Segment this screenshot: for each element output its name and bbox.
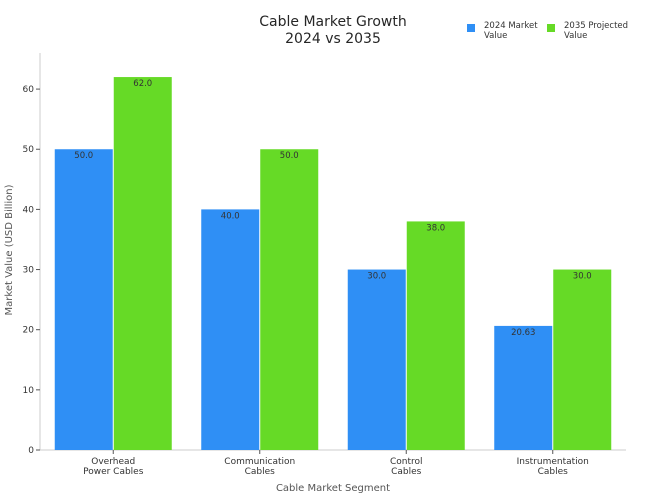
bar-2035 xyxy=(113,77,172,450)
x-tick-label: Overhead xyxy=(91,457,135,467)
bar-2024 xyxy=(54,149,113,450)
data-label: 50.0 xyxy=(74,151,93,161)
data-label: 20.63 xyxy=(511,328,535,338)
data-label: 30.0 xyxy=(573,272,592,282)
bar-2035 xyxy=(553,269,612,450)
legend-swatch-2024 xyxy=(467,24,475,32)
data-label: 62.0 xyxy=(133,79,152,89)
y-tick-label: 0 xyxy=(28,446,34,456)
data-label: 30.0 xyxy=(367,272,386,282)
chart-title-line-2: 2024 vs 2035 xyxy=(285,31,381,47)
y-tick-label: 10 xyxy=(23,386,35,396)
legend-label-2035-line-2: Value xyxy=(564,31,587,41)
legend-label-2024-line-2: Value xyxy=(484,31,507,41)
bar-2035 xyxy=(260,149,319,450)
y-tick-label: 60 xyxy=(23,85,35,95)
y-tick-label: 20 xyxy=(23,326,35,336)
data-label: 50.0 xyxy=(280,151,299,161)
x-tick-label: Instrumentation xyxy=(517,457,589,467)
x-tick-label: Cables xyxy=(391,467,422,477)
x-tick-label: Control xyxy=(390,457,423,467)
bar-2024 xyxy=(347,269,406,450)
y-tick-label: 30 xyxy=(23,266,35,276)
legend-label-2024-line-1: 2024 Market xyxy=(484,21,538,31)
bar-2024 xyxy=(494,325,553,450)
y-axis-label: Market Value (USD Billion) xyxy=(4,184,15,315)
data-label: 38.0 xyxy=(426,223,445,233)
x-tick-label: Cables xyxy=(538,467,569,477)
x-tick-label: Power Cables xyxy=(83,467,144,477)
y-tick-label: 40 xyxy=(23,205,35,215)
bar-2035 xyxy=(406,221,465,450)
legend-label-2035-line-1: 2035 Projected xyxy=(564,21,628,31)
data-label: 40.0 xyxy=(221,211,240,221)
x-tick-label: Cables xyxy=(245,467,276,477)
legend-swatch-2035 xyxy=(547,24,555,32)
chart-title-line-1: Cable Market Growth xyxy=(259,14,406,30)
y-tick-label: 50 xyxy=(23,145,35,155)
legend: 2024 Market Value 2035 Projected Value xyxy=(467,21,628,41)
x-axis-label: Cable Market Segment xyxy=(276,483,390,494)
bar-2024 xyxy=(201,209,260,450)
x-tick-label: Communication xyxy=(224,457,295,467)
